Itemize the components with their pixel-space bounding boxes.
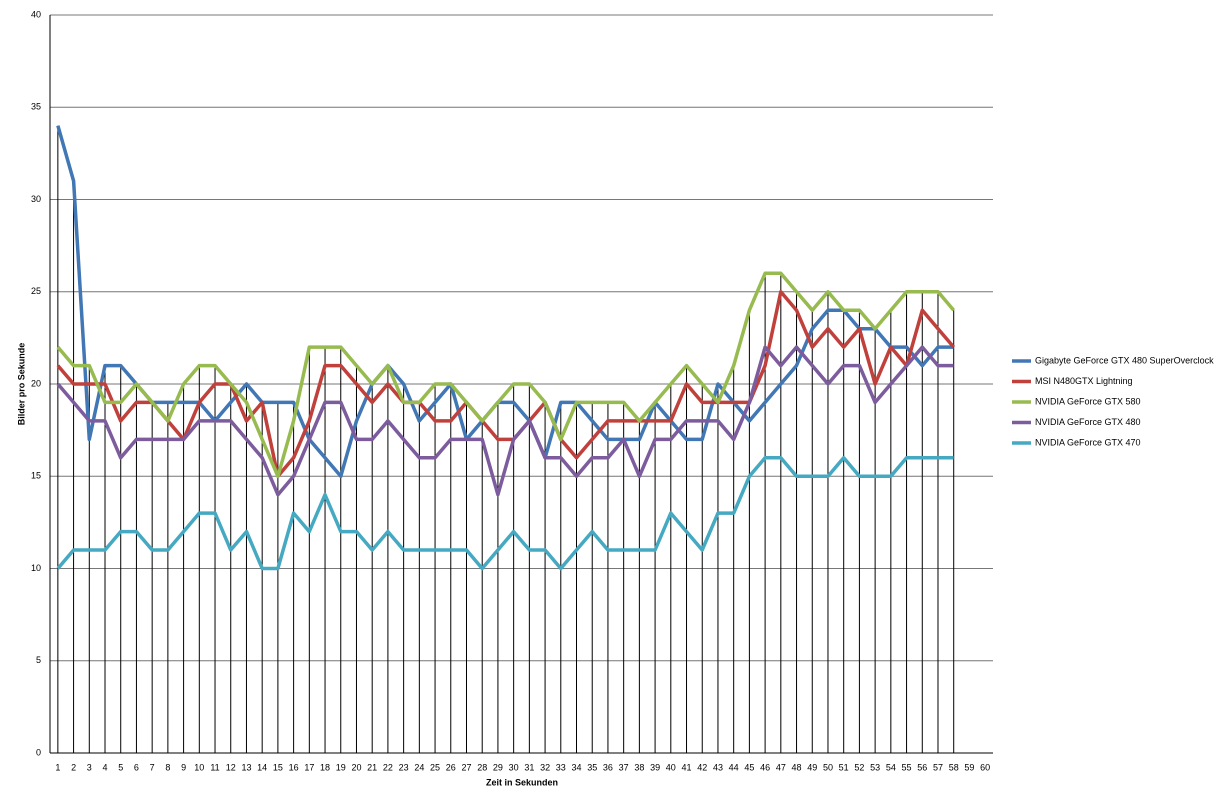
x-tick-label: 21 [367, 762, 377, 772]
x-tick-label: 39 [650, 762, 660, 772]
x-tick-label: 50 [823, 762, 833, 772]
x-tick-label: 29 [493, 762, 503, 772]
series-line [56, 290, 956, 479]
x-tick-label: 3 [87, 762, 92, 772]
x-tick-label: 53 [870, 762, 880, 772]
x-tick-label: 18 [320, 762, 330, 772]
x-tick-label: 22 [383, 762, 393, 772]
x-tick-label: 47 [776, 762, 786, 772]
x-tick-label: 55 [902, 762, 912, 772]
x-tick-label: 2 [71, 762, 76, 772]
x-tick-label: 9 [181, 762, 186, 772]
x-tick-label: 4 [103, 762, 108, 772]
x-tick-label: 28 [477, 762, 487, 772]
y-tick-label: 0 [36, 747, 41, 757]
x-tick-label: 12 [226, 762, 236, 772]
x-tick-label: 56 [917, 762, 927, 772]
x-tick-label: 43 [713, 762, 723, 772]
x-tick-label: 20 [351, 762, 361, 772]
x-tick-label: 33 [556, 762, 566, 772]
x-tick-label: 60 [980, 762, 990, 772]
y-tick-label: 5 [36, 655, 41, 665]
x-tick-label: 1 [55, 762, 60, 772]
x-tick-label: 17 [304, 762, 314, 772]
legend-label: Gigabyte GeForce GTX 480 SuperOverclock [1035, 355, 1214, 365]
x-tick-label: 32 [540, 762, 550, 772]
x-axis-title: Zeit in Sekunden [486, 777, 558, 787]
series-line [56, 271, 956, 479]
x-tick-label: 15 [273, 762, 283, 772]
legend-label: NVIDIA GeForce GTX 480 [1035, 417, 1141, 427]
x-tick-label: 48 [792, 762, 802, 772]
x-tick-label: 42 [697, 762, 707, 772]
x-tick-label: 36 [603, 762, 613, 772]
x-tick-label: 11 [210, 762, 219, 772]
x-tick-label: 57 [933, 762, 943, 772]
x-tick-label: 19 [336, 762, 346, 772]
x-tick-label: 38 [634, 762, 644, 772]
x-tick-label: 7 [150, 762, 155, 772]
x-tick-label: 6 [134, 762, 139, 772]
x-tick-label: 49 [807, 762, 817, 772]
x-tick-label: 24 [414, 762, 424, 772]
legend-label: NVIDIA GeForce GTX 580 [1035, 396, 1141, 406]
x-tick-label: 16 [289, 762, 299, 772]
y-tick-label: 30 [31, 194, 41, 204]
x-tick-label: 35 [587, 762, 597, 772]
x-tick-label: 54 [886, 762, 896, 772]
x-tick-label: 10 [194, 762, 204, 772]
x-tick-label: 45 [744, 762, 754, 772]
x-tick-label: 41 [682, 762, 692, 772]
legend-label: MSI N480GTX Lightning [1035, 376, 1133, 386]
x-tick-label: 46 [760, 762, 770, 772]
series-line [56, 125, 954, 479]
y-tick-label: 15 [31, 471, 41, 481]
x-tick-label: 8 [165, 762, 170, 772]
y-tick-label: 35 [31, 102, 41, 112]
y-tick-label: 25 [31, 286, 41, 296]
y-tick-label: 40 [31, 9, 41, 19]
x-tick-label: 44 [729, 762, 739, 772]
x-tick-label: 30 [509, 762, 519, 772]
series-line [56, 345, 954, 497]
y-axis-title: Bilder pro Sekunde [16, 343, 26, 426]
legend-label: NVIDIA GeForce GTX 470 [1035, 437, 1141, 447]
x-tick-label: 37 [619, 762, 629, 772]
x-tick-label: 34 [572, 762, 582, 772]
y-tick-label: 20 [31, 378, 41, 388]
x-tick-label: 25 [430, 762, 440, 772]
x-tick-label: 5 [118, 762, 123, 772]
x-tick-label: 31 [524, 762, 534, 772]
x-tick-label: 13 [241, 762, 251, 772]
series-line [56, 456, 954, 571]
x-tick-label: 59 [964, 762, 974, 772]
x-tick-label: 26 [446, 762, 456, 772]
x-tick-label: 58 [949, 762, 959, 772]
y-tick-label: 10 [31, 563, 41, 573]
x-tick-label: 27 [461, 762, 471, 772]
x-tick-label: 52 [854, 762, 864, 772]
x-tick-label: 40 [666, 762, 676, 772]
x-tick-label: 51 [839, 762, 849, 772]
x-tick-label: 23 [399, 762, 409, 772]
x-tick-label: 14 [257, 762, 267, 772]
